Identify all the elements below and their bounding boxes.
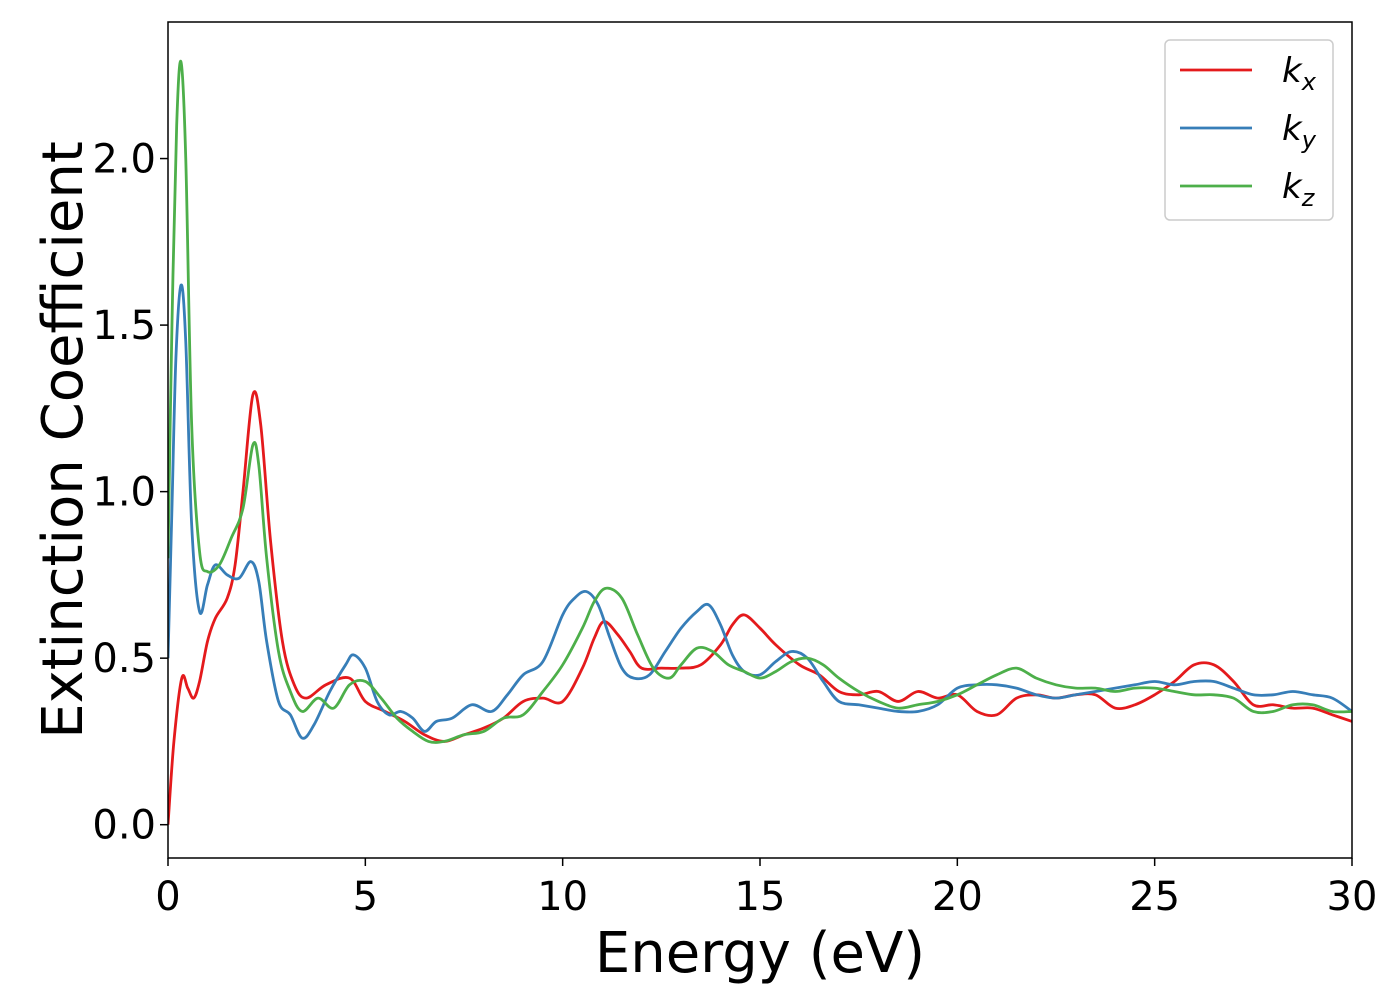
- x-tick-label: 0: [155, 874, 180, 920]
- y-tick-label: 0.0: [92, 803, 156, 849]
- x-tick-label: 5: [353, 874, 378, 920]
- legend-label-ky: ky: [1282, 109, 1317, 154]
- x-tick-label: 10: [537, 874, 588, 920]
- legend: kx ky kz: [1164, 39, 1334, 221]
- legend-label-kx: kx: [1282, 51, 1317, 96]
- y-tick-label: 1.5: [92, 303, 156, 349]
- y-axis: 0.0 0.5 1.0 1.5 2.0: [92, 137, 168, 849]
- series-line-kx: [168, 390, 1352, 825]
- x-tick-label: 20: [932, 874, 983, 920]
- legend-box: [1164, 39, 1334, 221]
- series-line-kz: [168, 59, 1352, 744]
- y-tick-label: 1.0: [92, 470, 156, 516]
- legend-label-kz: kz: [1282, 167, 1316, 212]
- x-tick-label: 30: [1327, 874, 1378, 920]
- x-tick-label: 25: [1129, 874, 1180, 920]
- x-tick-label: 15: [735, 874, 786, 920]
- y-tick-label: 0.5: [92, 636, 156, 682]
- y-axis-label: Extinction Coefficient: [31, 141, 96, 739]
- x-axis-label: Energy (eV): [595, 921, 925, 986]
- series-line-ky: [168, 283, 1352, 740]
- y-tick-label: 2.0: [92, 137, 156, 183]
- x-axis: 0 5 10 15 20 25 30: [155, 858, 1377, 920]
- series-layer: [168, 59, 1352, 825]
